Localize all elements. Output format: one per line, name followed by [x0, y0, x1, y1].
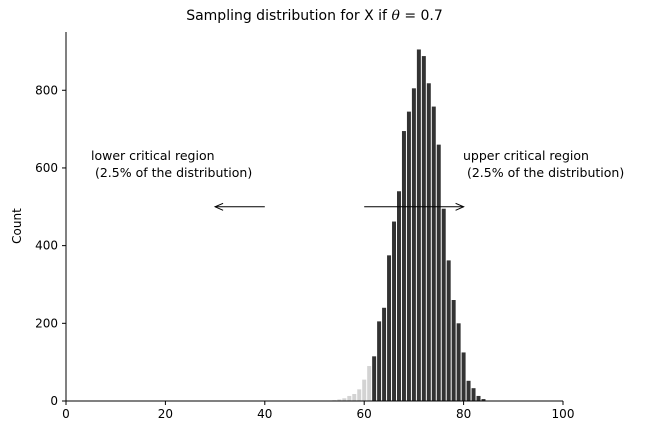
bar-x-71: [416, 49, 421, 402]
bar-x-75: [436, 144, 441, 402]
bar-x-74: [431, 106, 436, 401]
bar-x-70: [411, 88, 416, 402]
bar-x-83: [476, 395, 481, 401]
x-tick-label-0: 0: [62, 407, 70, 421]
y-tick-label-600: 600: [35, 161, 58, 175]
bar-x-57: [347, 395, 352, 401]
bar-x-79: [456, 323, 461, 401]
bar-x-66: [392, 221, 397, 401]
bar-x-59: [357, 389, 362, 401]
bar-x-82: [471, 388, 476, 401]
bar-x-56: [342, 398, 347, 401]
x-tick-label-100: 100: [552, 407, 575, 421]
lower-arrow-head: [213, 202, 224, 211]
arrows-group: [213, 202, 465, 211]
bar-x-67: [397, 191, 401, 401]
bar-x-61: [367, 366, 372, 401]
theta-symbol: θ: [391, 8, 400, 24]
bar-x-84: [481, 399, 486, 401]
x-tick-label-20: 20: [158, 407, 173, 421]
x-tick-label-80: 80: [456, 407, 471, 421]
upper-critical-region-label: upper critical region (2.5% of the distr…: [463, 148, 625, 180]
y-tick-label-0: 0: [50, 394, 58, 408]
bar-x-69: [406, 111, 411, 401]
x-tick-label-40: 40: [257, 407, 272, 421]
chart-title: Sampling distribution for X if θ = 0.7: [186, 8, 443, 24]
y-axis-label: Count: [10, 208, 24, 244]
bar-x-68: [401, 131, 406, 401]
bar-x-77: [446, 260, 451, 401]
bars-group: [322, 49, 491, 402]
bar-x-73: [426, 83, 431, 401]
bar-x-64: [382, 307, 387, 401]
bar-x-76: [441, 208, 446, 401]
bar-x-63: [377, 321, 382, 401]
bar-x-60: [362, 379, 367, 401]
bar-x-72: [421, 56, 426, 402]
bar-x-81: [466, 380, 471, 401]
axes-group: 0 20 40 60 80 100 0 200 400 600 800: [35, 32, 574, 421]
bar-x-78: [451, 300, 456, 401]
lower-critical-region-label: lower critical region (2.5% of the distr…: [91, 148, 253, 180]
upper-arrow-head: [455, 202, 465, 211]
bar-x-62: [372, 356, 377, 401]
y-tick-label-200: 200: [35, 316, 58, 330]
bar-x-80: [461, 352, 466, 401]
bar-x-55: [337, 399, 342, 401]
bar-x-65: [387, 255, 392, 401]
y-tick-label-800: 800: [35, 83, 58, 97]
x-tick-label-60: 60: [357, 407, 372, 421]
bar-x-58: [352, 394, 357, 401]
y-tick-label-400: 400: [35, 239, 58, 253]
